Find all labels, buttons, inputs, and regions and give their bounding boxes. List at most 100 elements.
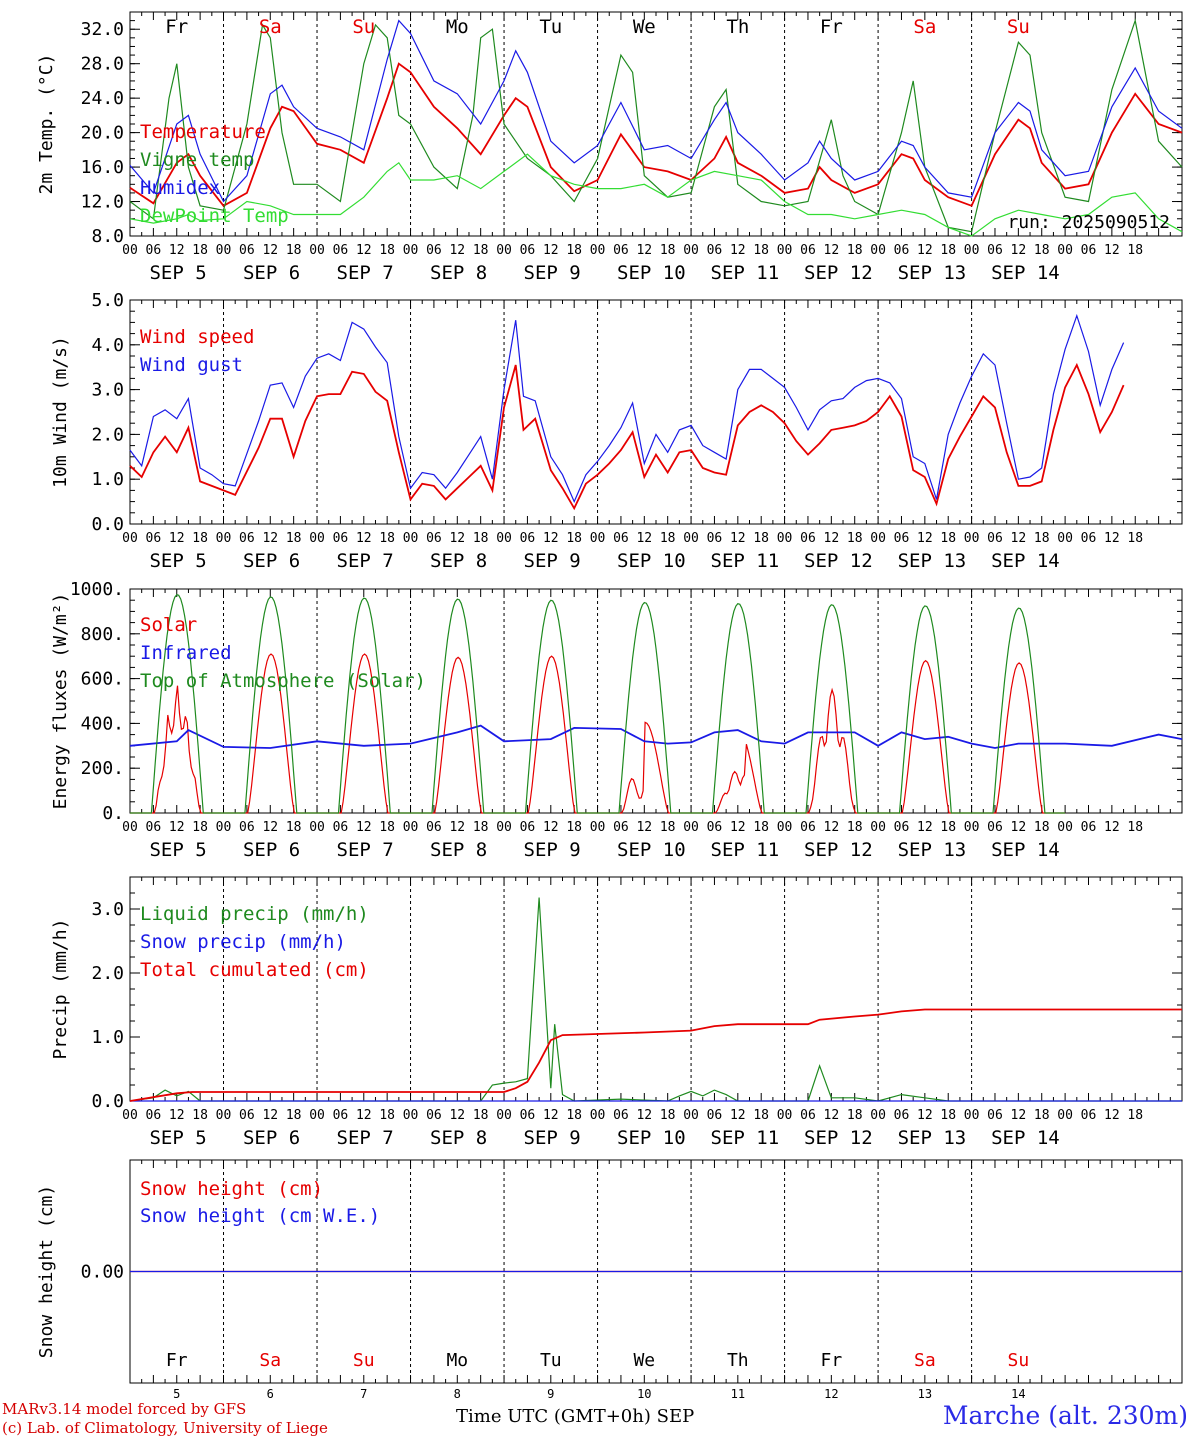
y-tick-label: 32.0 bbox=[81, 19, 124, 40]
date-label: SEP 10 bbox=[617, 550, 686, 572]
day-of-week: Tu bbox=[539, 16, 562, 38]
hour-label: 06 bbox=[426, 820, 442, 835]
date-label: SEP 13 bbox=[898, 262, 967, 284]
date-label: SEP 8 bbox=[430, 1127, 487, 1149]
hour-label: 06 bbox=[520, 243, 536, 258]
hour-label: 06 bbox=[239, 820, 255, 835]
y-tick-label: 20.0 bbox=[81, 123, 124, 144]
hour-label: 12 bbox=[824, 243, 840, 258]
legend-entry: Snow precip (mm/h) bbox=[140, 931, 346, 953]
hour-label: 12 bbox=[262, 531, 278, 546]
hour-label: 18 bbox=[1034, 243, 1050, 258]
hour-label: 00 bbox=[403, 1108, 419, 1123]
hour-label: 06 bbox=[613, 243, 629, 258]
hour-label: 00 bbox=[1057, 531, 1073, 546]
date-label: SEP 7 bbox=[337, 262, 394, 284]
hour-label: 18 bbox=[1034, 1108, 1050, 1123]
day-of-week: Su bbox=[352, 16, 375, 38]
series-line bbox=[129, 313, 1125, 504]
hour-label: 18 bbox=[473, 243, 489, 258]
day-of-week: Fr bbox=[165, 16, 188, 38]
y-tick-label: 3.0 bbox=[91, 899, 124, 920]
hour-label: 00 bbox=[403, 820, 419, 835]
hour-label: 00 bbox=[309, 820, 325, 835]
day-of-week: Mo bbox=[446, 16, 469, 38]
hour-label: 12 bbox=[730, 820, 746, 835]
hour-label: 12 bbox=[730, 243, 746, 258]
y-tick-label: 12.0 bbox=[81, 192, 124, 213]
y-tick-label: 0.0 bbox=[91, 1091, 124, 1112]
y-axis-label: Energy fluxes (W/m²) bbox=[50, 593, 71, 810]
hour-label: 00 bbox=[496, 531, 512, 546]
hour-label: 06 bbox=[707, 531, 723, 546]
hour-label: 18 bbox=[566, 531, 582, 546]
y-tick-label: 2.0 bbox=[91, 963, 124, 984]
hour-label: 06 bbox=[613, 820, 629, 835]
hour-label: 18 bbox=[660, 820, 676, 835]
bottom-day-number: 6 bbox=[267, 1387, 274, 1401]
hour-label: 18 bbox=[847, 243, 863, 258]
hour-label: 12 bbox=[730, 531, 746, 546]
hour-label: 00 bbox=[496, 820, 512, 835]
hour-label: 00 bbox=[1057, 820, 1073, 835]
date-label: SEP 7 bbox=[337, 550, 394, 572]
hour-label: 06 bbox=[894, 820, 910, 835]
date-label: SEP 6 bbox=[243, 550, 300, 572]
hour-label: 12 bbox=[169, 243, 185, 258]
series-line bbox=[129, 153, 1183, 237]
hour-label: 06 bbox=[333, 243, 349, 258]
y-axis-label: 10m Wind (m/s) bbox=[50, 336, 71, 488]
hour-label: 12 bbox=[1011, 531, 1027, 546]
series-line bbox=[129, 18, 1183, 233]
panel-5 bbox=[129, 1159, 1183, 1384]
day-of-week: Th bbox=[727, 1350, 749, 1371]
hour-label: 06 bbox=[613, 1108, 629, 1123]
hour-label: 00 bbox=[590, 820, 606, 835]
date-label: SEP 10 bbox=[617, 262, 686, 284]
y-tick-label: 16.0 bbox=[81, 157, 124, 178]
hour-label: 00 bbox=[309, 243, 325, 258]
hour-label: 06 bbox=[520, 1108, 536, 1123]
hour-label: 00 bbox=[870, 820, 886, 835]
hour-label: 12 bbox=[356, 1108, 372, 1123]
y-tick-label: 5.0 bbox=[91, 290, 124, 311]
date-label: SEP 6 bbox=[243, 262, 300, 284]
hour-label: 18 bbox=[660, 243, 676, 258]
y-tick-label: 400. bbox=[81, 713, 124, 734]
hour-label: 12 bbox=[636, 531, 652, 546]
hour-label: 06 bbox=[800, 1108, 816, 1123]
panel-2 bbox=[129, 299, 1183, 525]
day-of-week: Su bbox=[353, 1350, 375, 1371]
hour-label: 18 bbox=[753, 820, 769, 835]
hour-label: 12 bbox=[1011, 1108, 1027, 1123]
hour-label: 12 bbox=[169, 820, 185, 835]
date-label: SEP 11 bbox=[711, 1127, 780, 1149]
hour-label: 12 bbox=[636, 1108, 652, 1123]
hour-label: 12 bbox=[449, 820, 465, 835]
hour-label: 12 bbox=[1104, 1108, 1120, 1123]
hour-label: 06 bbox=[1081, 531, 1097, 546]
hour-label: 00 bbox=[683, 243, 699, 258]
date-label: SEP 5 bbox=[149, 839, 206, 861]
bottom-day-number: 10 bbox=[637, 1387, 651, 1401]
hour-label: 12 bbox=[917, 1108, 933, 1123]
hour-label: 06 bbox=[239, 531, 255, 546]
legend-entry: Snow height (cm W.E.) bbox=[140, 1205, 380, 1227]
hour-label: 06 bbox=[987, 243, 1003, 258]
day-of-week: Fr bbox=[820, 16, 843, 38]
hour-label: 06 bbox=[707, 1108, 723, 1123]
hour-label: 12 bbox=[449, 1108, 465, 1123]
bottom-day-number: 8 bbox=[454, 1387, 461, 1401]
bottom-day-number: 7 bbox=[360, 1387, 367, 1401]
hour-label: 00 bbox=[496, 243, 512, 258]
date-label: SEP 13 bbox=[898, 550, 967, 572]
date-label: SEP 14 bbox=[991, 262, 1060, 284]
hour-label: 12 bbox=[169, 1108, 185, 1123]
hour-label: 00 bbox=[403, 531, 419, 546]
legend-entry: Humidex bbox=[140, 177, 220, 199]
hour-label: 06 bbox=[613, 531, 629, 546]
hour-label: 18 bbox=[379, 243, 395, 258]
hour-label: 06 bbox=[707, 820, 723, 835]
day-of-week: Fr bbox=[820, 1350, 842, 1371]
hour-label: 18 bbox=[566, 243, 582, 258]
